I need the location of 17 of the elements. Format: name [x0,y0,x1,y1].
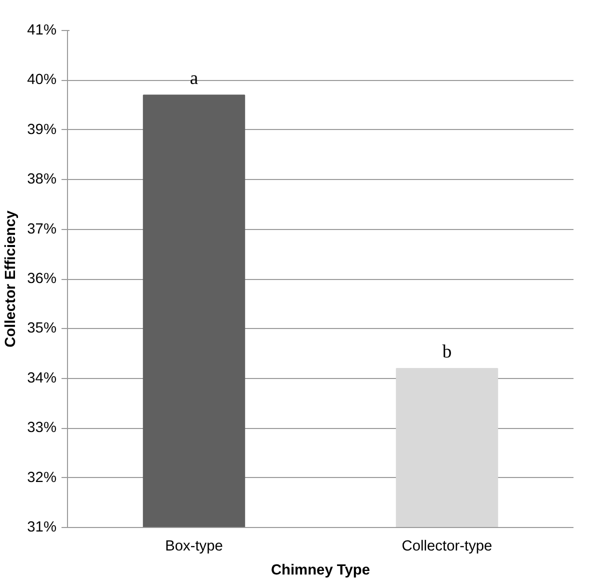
y-tick-label: 33% [27,420,57,436]
y-axis-title: Collector Efficiency [3,210,20,348]
y-tick-label: 39% [27,122,57,138]
x-axis-title: Chimney Type [270,562,370,578]
y-tick-label: 40% [27,72,57,88]
y-tick-label: 38% [27,172,57,188]
y-tick-label: 36% [27,271,57,287]
annotation: b [442,341,452,362]
x-tick-label: Box-type [165,538,223,554]
y-tick-label: 35% [27,320,57,337]
y-tick-label: 31% [27,520,57,536]
y-tick-label: 32% [27,470,57,486]
annotation: a [190,68,199,90]
x-tick-label: Collector-type [402,538,492,554]
y-tick-label: 41% [27,22,57,38]
y-tick-label: 37% [27,221,57,238]
y-tick-label: 34% [27,370,57,386]
